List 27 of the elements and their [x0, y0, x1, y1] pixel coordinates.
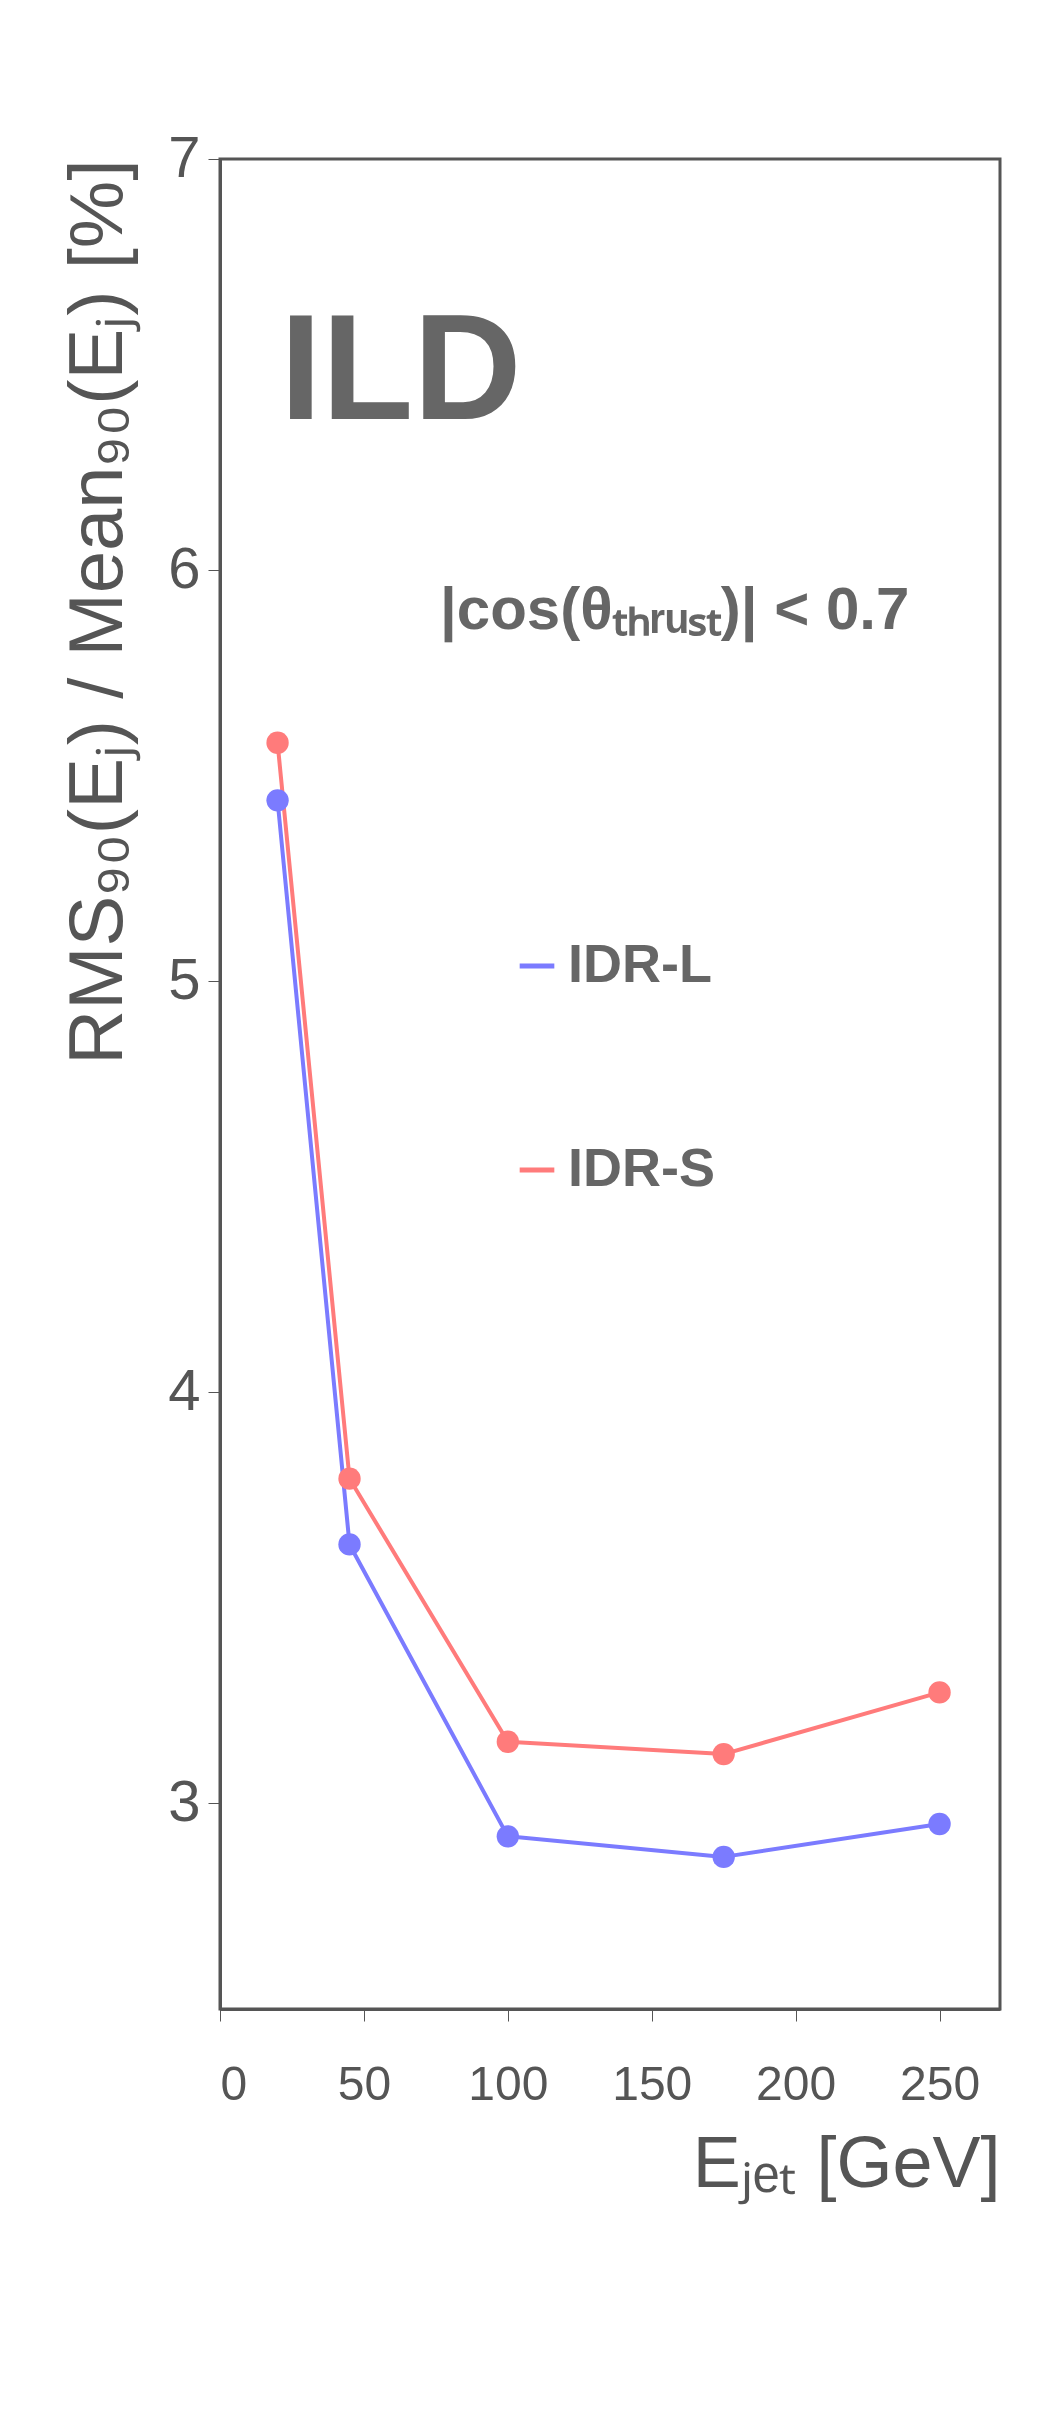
annotation: |cos(θₜₕᵣᵤₛₜ)| < 0.7	[440, 575, 910, 643]
x-tick-label: 150	[612, 2056, 693, 2110]
y-axis-title: RMS₉₀(Eⱼ) / Mean₉₀(Eⱼ) [%]	[53, 159, 142, 1065]
point	[712, 1845, 735, 1869]
point	[712, 1742, 735, 1766]
point	[338, 1467, 361, 1490]
legend-label: IDR-L	[568, 933, 712, 993]
y-tick-label: 5	[168, 945, 201, 1011]
y-tick-label: 6	[168, 534, 201, 600]
y-tick-label: 3	[168, 1767, 201, 1833]
x-tick-label: 100	[468, 2056, 549, 2110]
point	[928, 1681, 951, 1704]
x-tick-label: 200	[756, 2056, 837, 2110]
y-tick-label: 7	[168, 123, 201, 189]
y-tick-label: 4	[168, 1356, 201, 1422]
point	[338, 1533, 361, 1556]
x-tick-label: 0	[220, 2056, 248, 2110]
point	[496, 1730, 519, 1753]
legend-label: IDR-S	[568, 1137, 715, 1197]
annotation: ILD	[280, 283, 522, 451]
x-tick-label: 250	[900, 2056, 981, 2110]
point	[266, 731, 289, 754]
point	[496, 1825, 519, 1848]
point	[928, 1812, 951, 1836]
x-axis-title: Eⱼₑₜ [GeV]	[692, 2121, 1001, 2205]
x-tick-label: 50	[337, 2056, 392, 2110]
point	[266, 789, 289, 812]
